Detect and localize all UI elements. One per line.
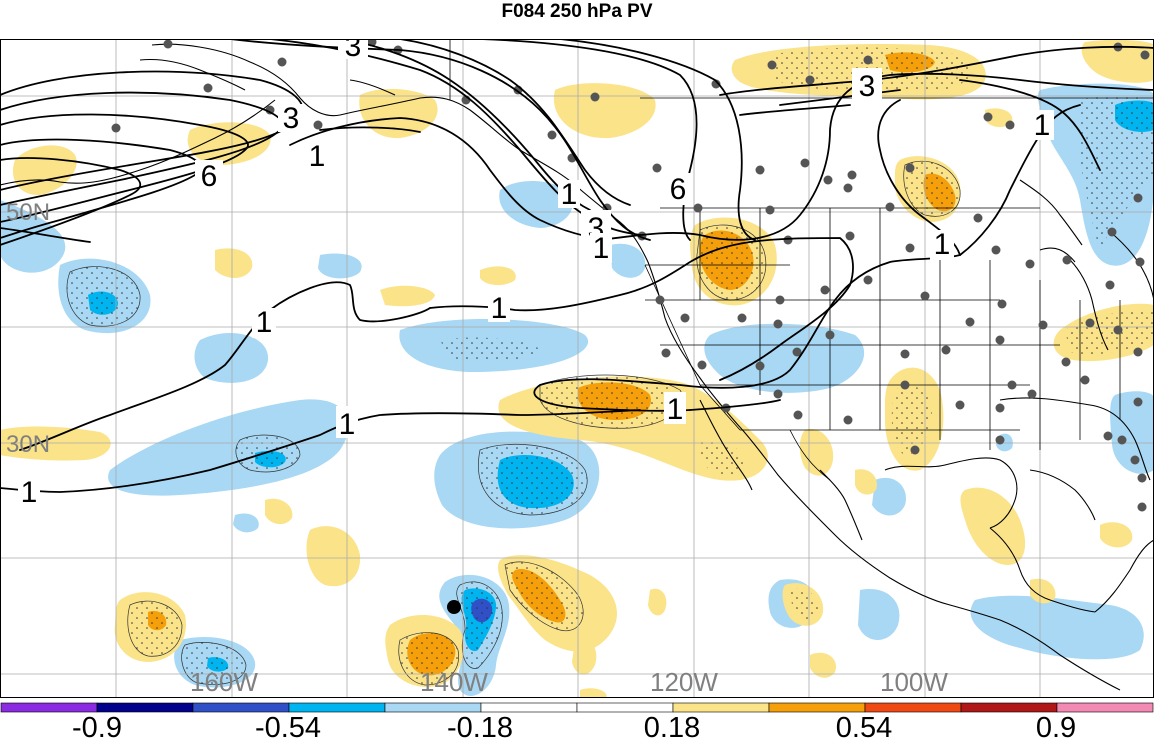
contour-label: 1 — [309, 140, 326, 173]
lon-label-120w: 120W — [650, 667, 718, 697]
contour-label: 1 — [667, 393, 684, 426]
contour-label: 3 — [345, 30, 362, 63]
contour-label: 1 — [934, 228, 951, 261]
contour-label: 1 — [21, 476, 38, 509]
contour-label: 1 — [256, 306, 273, 339]
contour-label: 1 — [339, 408, 356, 441]
lat-label-30n: 30N — [6, 431, 50, 458]
colorbar-swatch — [0, 702, 98, 713]
colorbar-label: 0.18 — [644, 712, 700, 739]
contour-label: 6 — [201, 160, 218, 193]
colorbar-label: -0.54 — [255, 712, 321, 739]
colorbar-swatch — [672, 702, 770, 713]
colorbar-swatch — [480, 702, 578, 713]
colorbar-swatch — [384, 702, 482, 713]
lon-label-160w: 160W — [190, 667, 258, 697]
colorbar-swatch — [288, 702, 386, 713]
contour-label: 1 — [491, 292, 508, 325]
colorbar-label: 0.54 — [836, 712, 892, 739]
colorbar-swatch — [768, 702, 866, 713]
colorbar — [0, 702, 1154, 713]
contour-label: 3 — [859, 70, 876, 103]
lat-label-50n: 50N — [6, 199, 50, 226]
colorbar-label: -0.9 — [72, 712, 122, 739]
colorbar-swatch — [960, 702, 1058, 713]
colorbar-swatch — [96, 702, 194, 713]
chart-title: F084 250 hPa PV — [501, 1, 653, 22]
lon-label-140w: 140W — [420, 667, 488, 697]
pv-anomaly-shading — [0, 39, 1154, 698]
contour-label: 6 — [670, 173, 687, 206]
colorbar-labels: -0.9 -0.54 -0.18 0.18 0.54 0.9 — [72, 712, 1076, 739]
colorbar-swatch — [1056, 702, 1154, 713]
station-dots — [111, 39, 1150, 512]
marker-dot — [447, 600, 461, 614]
colorbar-label: -0.18 — [447, 712, 513, 739]
colorbar-swatch — [576, 702, 674, 713]
colorbar-swatch — [192, 702, 290, 713]
contour-label: 1 — [593, 232, 610, 265]
contour-label: 1 — [1034, 109, 1051, 142]
contour-labels: 3 6 3 1 1 6 3 1 1 1 3 1 1 1 — [18, 30, 1054, 509]
colorbar-swatch — [864, 702, 962, 713]
colorbar-label: 0.9 — [1036, 712, 1076, 739]
lon-label-100w: 100W — [880, 667, 948, 697]
contour-label: 3 — [283, 102, 300, 135]
contour-label: 1 — [561, 178, 578, 211]
